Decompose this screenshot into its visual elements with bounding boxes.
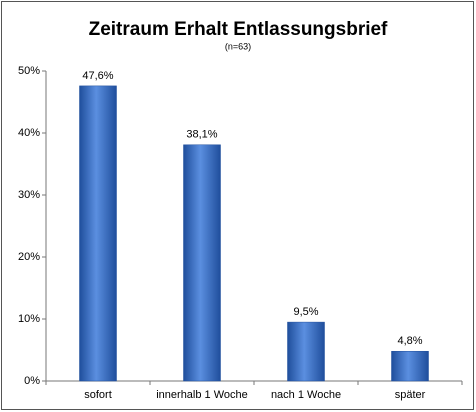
y-tick-label: 50%	[18, 65, 40, 77]
y-tick-label: 20%	[18, 251, 40, 263]
chart-subtitle: (n=63)	[225, 41, 251, 51]
y-tick-label: 0%	[24, 375, 40, 387]
y-tick-label: 30%	[18, 189, 40, 201]
bar	[391, 350, 429, 382]
bar	[79, 85, 117, 382]
x-tick-label: nach 1 Woche	[271, 389, 341, 401]
value-label: 4,8%	[397, 335, 422, 347]
chart-title: Zeitraum Erhalt Entlassungsbrief	[89, 19, 388, 40]
x-tick-label: später	[395, 389, 426, 401]
value-label: 47,6%	[82, 70, 113, 82]
y-tick-label: 40%	[18, 127, 40, 139]
x-tick-label: sofort	[84, 389, 112, 401]
bar	[183, 144, 221, 382]
value-label: 9,5%	[293, 306, 318, 318]
y-tick-label: 10%	[18, 313, 40, 325]
x-tick-label: innerhalb 1 Woche	[156, 389, 248, 401]
bar	[287, 321, 325, 382]
value-label: 38,1%	[186, 129, 217, 141]
